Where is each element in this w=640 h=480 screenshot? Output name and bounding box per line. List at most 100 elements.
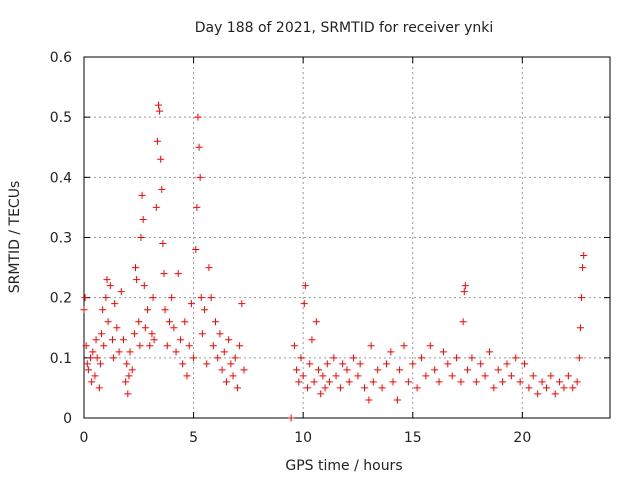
data-point: [460, 288, 468, 296]
data-point: [124, 390, 132, 398]
x-tick-label: 0: [80, 430, 89, 446]
data-point: [95, 384, 103, 392]
data-point: [503, 360, 511, 368]
data-point: [306, 360, 314, 368]
data-point: [130, 330, 138, 338]
data-point: [299, 372, 307, 380]
data-point: [580, 252, 588, 260]
data-point: [103, 276, 111, 284]
data-point: [365, 396, 373, 404]
data-point: [369, 378, 377, 386]
data-point: [176, 336, 184, 344]
data-point: [542, 384, 550, 392]
data-point: [185, 342, 193, 350]
data-point: [135, 318, 143, 326]
data-point: [84, 366, 92, 374]
data-point: [343, 366, 351, 374]
data-point: [297, 354, 305, 362]
data-point: [139, 215, 147, 223]
data-point: [378, 384, 386, 392]
data-point: [96, 360, 104, 368]
data-point: [453, 354, 461, 362]
data-point: [336, 384, 344, 392]
data-point: [576, 324, 584, 332]
data-point: [163, 342, 171, 350]
data-point: [308, 336, 316, 344]
data-point: [161, 306, 169, 314]
y-tick-label: 0: [63, 411, 72, 427]
data-point: [197, 294, 205, 302]
data-point: [152, 203, 160, 211]
data-point: [136, 342, 144, 350]
data-point: [150, 336, 158, 344]
data-point: [233, 384, 241, 392]
data-point: [170, 324, 178, 332]
data-point: [193, 203, 201, 211]
data-point: [345, 378, 353, 386]
data-point: [382, 360, 390, 368]
data-point: [494, 366, 502, 374]
data-point: [499, 378, 507, 386]
data-point: [159, 240, 167, 248]
data-point: [183, 372, 191, 380]
data-point: [225, 336, 233, 344]
data-point: [431, 366, 439, 374]
data-point: [187, 300, 195, 308]
y-tick-label: 0.2: [50, 291, 72, 307]
data-point: [529, 372, 537, 380]
data-point: [521, 360, 529, 368]
data-point: [461, 282, 469, 290]
data-point: [300, 300, 308, 308]
y-tick-label: 0.5: [50, 110, 72, 126]
data-point: [435, 378, 443, 386]
axis-ticks: [83, 56, 610, 419]
data-point: [490, 384, 498, 392]
data-point: [205, 264, 213, 272]
data-point: [220, 348, 228, 356]
data-point: [83, 360, 91, 368]
data-point: [172, 348, 180, 356]
data-point: [444, 360, 452, 368]
data-point: [93, 354, 101, 362]
data-point: [203, 360, 211, 368]
data-point: [88, 378, 96, 386]
data-point: [110, 354, 118, 362]
data-point: [168, 294, 176, 302]
y-tick-label: 0.3: [50, 231, 72, 247]
data-point: [174, 270, 182, 278]
x-tick-labels: 0 5 10 15 20: [80, 430, 532, 446]
data-point: [157, 155, 165, 163]
data-point: [113, 324, 121, 332]
data-point: [389, 378, 397, 386]
data-point: [512, 354, 520, 362]
data-point: [295, 378, 303, 386]
data-point: [418, 354, 426, 362]
data-point: [231, 354, 239, 362]
data-point: [216, 330, 224, 338]
data-point: [304, 384, 312, 392]
data-point: [339, 360, 347, 368]
data-point: [312, 318, 320, 326]
data-point: [89, 348, 97, 356]
data-point: [108, 336, 116, 344]
data-point: [507, 372, 515, 380]
x-tick-label: 5: [189, 430, 198, 446]
data-point: [138, 191, 146, 199]
data-point: [354, 372, 362, 380]
data-point: [82, 342, 90, 350]
data-point: [387, 348, 395, 356]
data-point: [144, 306, 152, 314]
data-point: [464, 366, 472, 374]
y-tick-label: 0.1: [50, 351, 72, 367]
data-point: [122, 378, 130, 386]
data-point: [240, 366, 248, 374]
x-axis-label: GPS time / hours: [285, 458, 402, 474]
data-point: [102, 294, 110, 302]
data-point: [148, 330, 156, 338]
data-point: [123, 360, 131, 368]
data-point: [409, 360, 417, 368]
data-point: [485, 348, 493, 356]
data-point: [325, 378, 333, 386]
data-point: [413, 384, 421, 392]
data-point: [117, 288, 125, 296]
